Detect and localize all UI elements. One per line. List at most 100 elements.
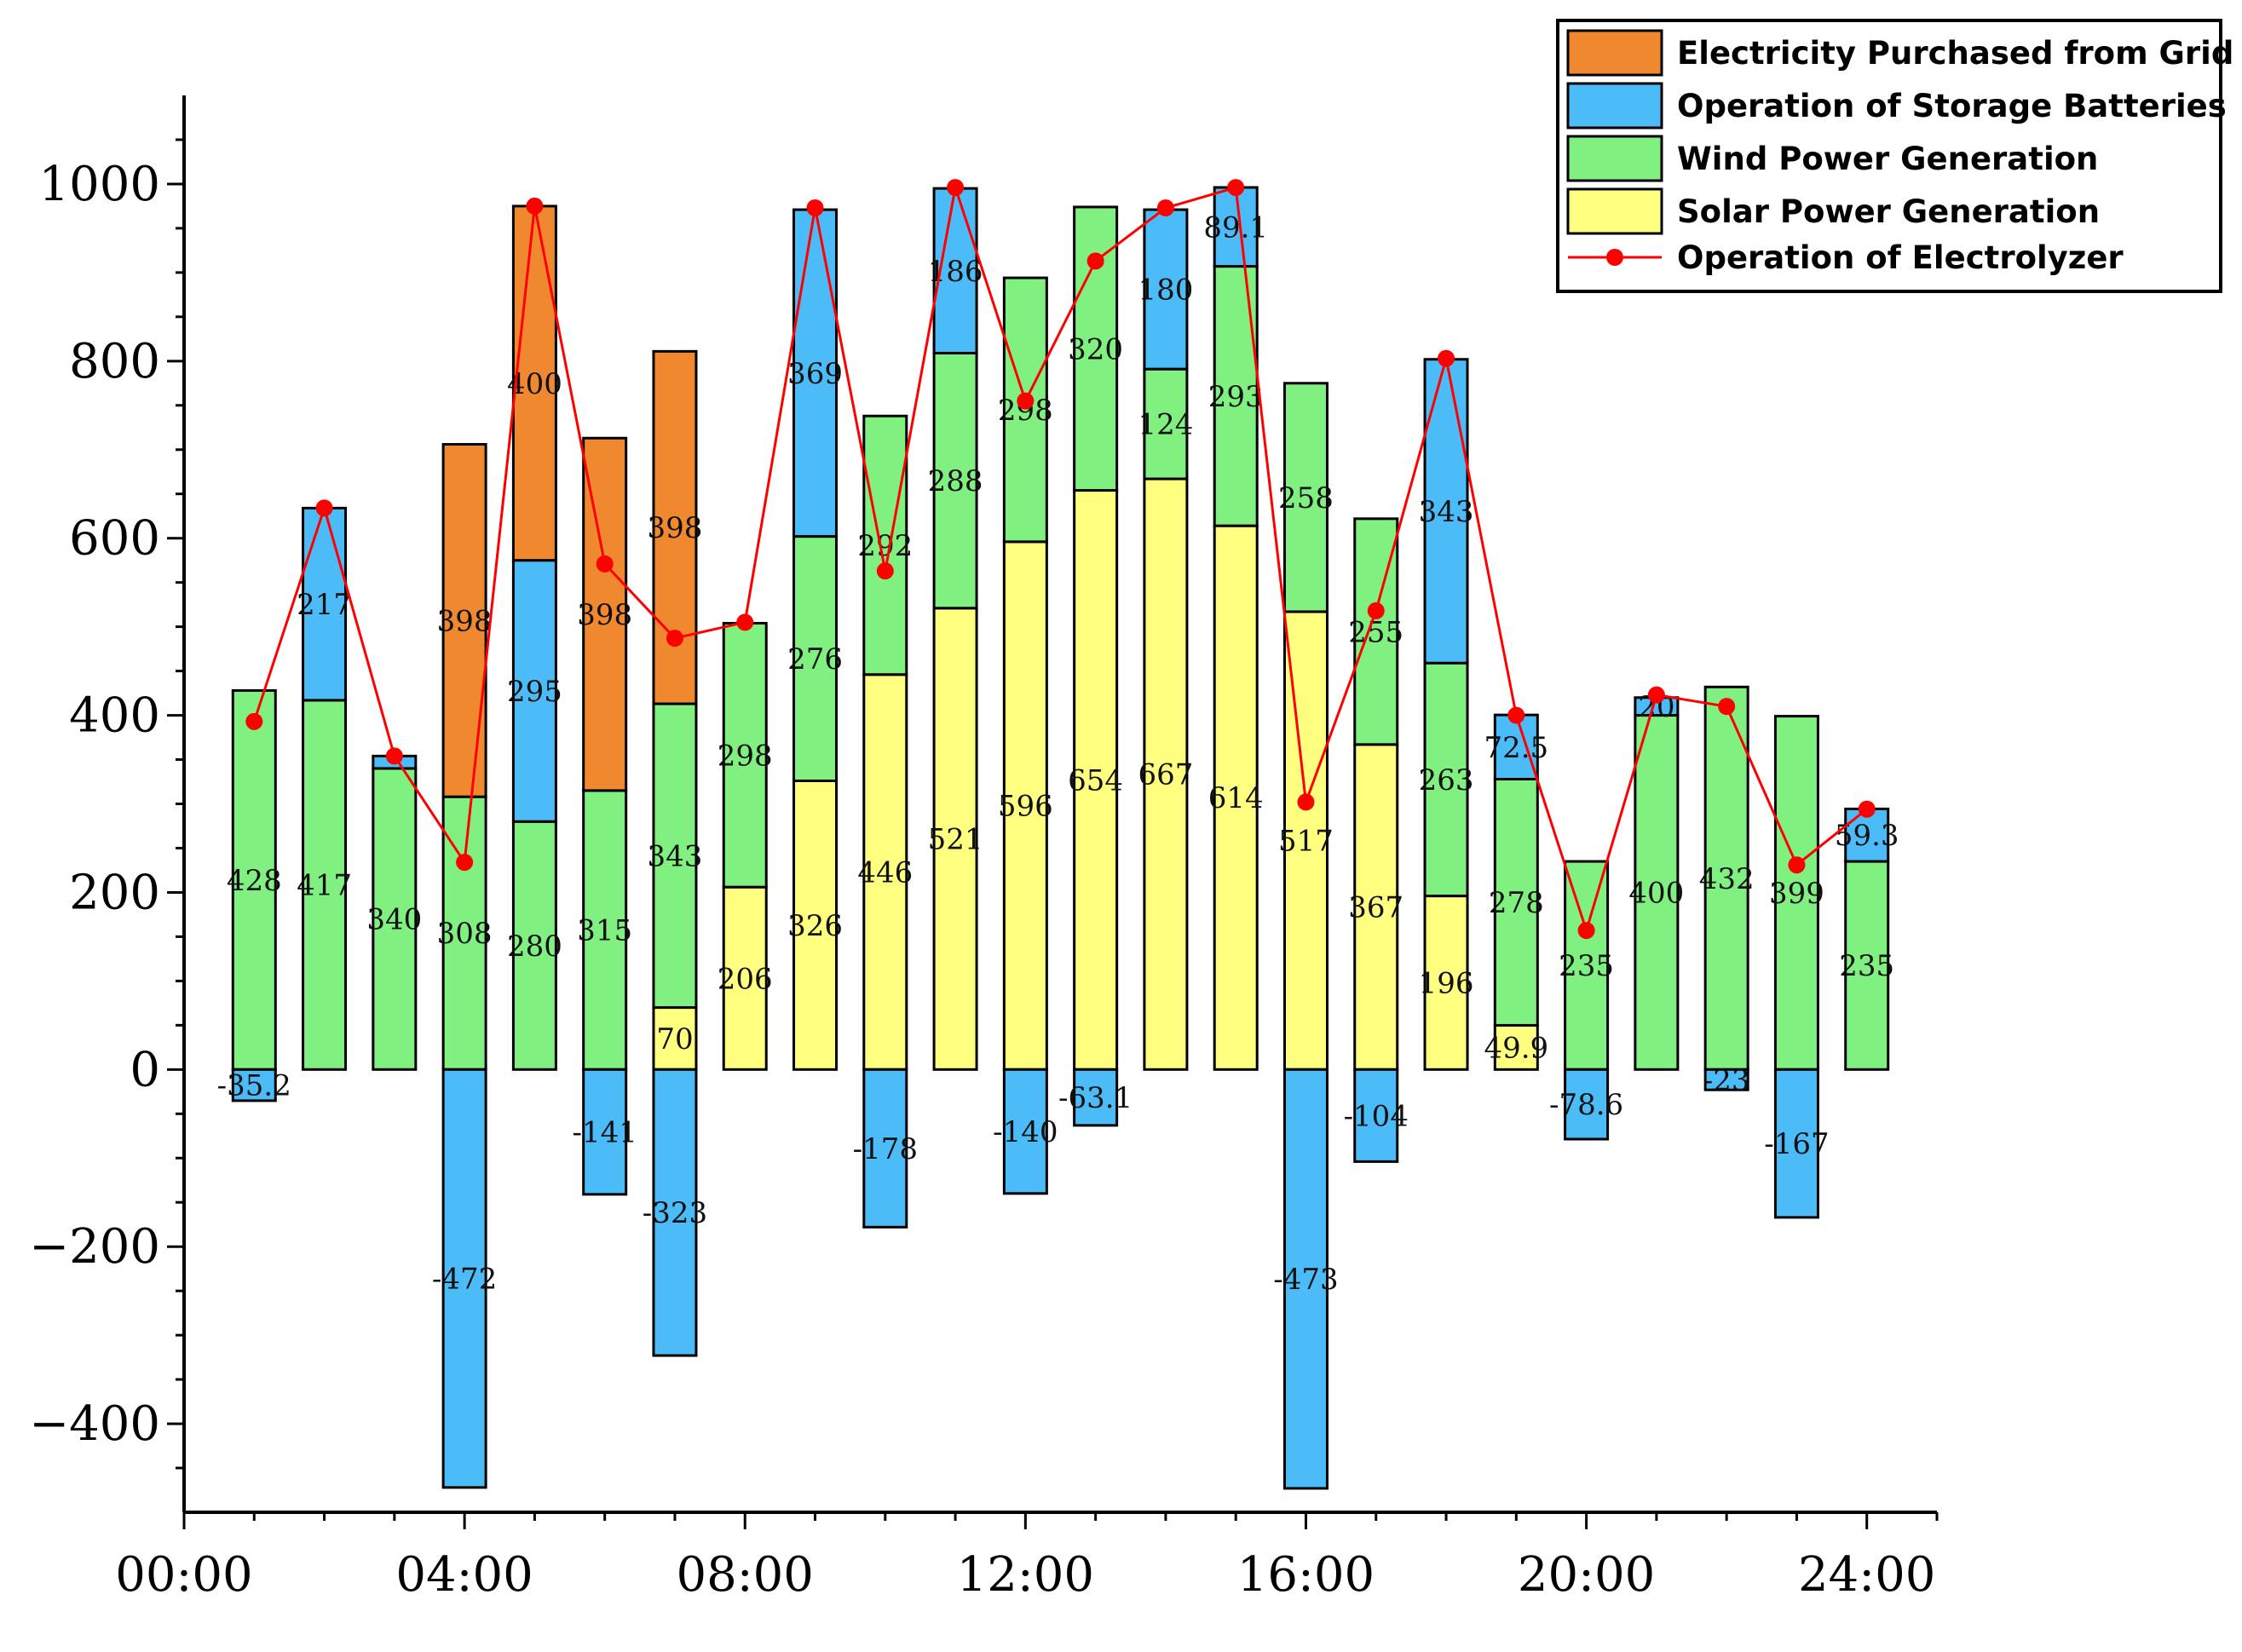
bar-wind-power-generation-14 <box>1143 367 1189 481</box>
data-label-operation-of-storage-batteries-14: 180 <box>1138 273 1193 308</box>
data-label-solar-power-generation-11: 521 <box>928 823 983 857</box>
bar-wind-power-generation-23 <box>1773 715 1819 1071</box>
data-label-wind-power-generation-2: 417 <box>297 869 352 903</box>
bar-wind-power-generation-11 <box>932 351 978 610</box>
legend-swatch-solar-power-generation <box>1566 187 1663 235</box>
bar-operation-of-storage-batteries-13 <box>1073 1068 1119 1127</box>
data-label-solar-power-generation-9: 326 <box>787 909 843 943</box>
data-label-wind-power-generation-4: 308 <box>437 917 493 951</box>
data-label-wind-power-generation-22: 432 <box>1699 862 1755 896</box>
data-label-operation-of-storage-batteries-12: -140 <box>993 1115 1058 1149</box>
electrolyzer-point-2 <box>315 499 333 517</box>
bar-wind-power-generation-21 <box>1634 714 1680 1071</box>
bar-operation-of-storage-batteries-16 <box>1282 1068 1328 1490</box>
electrolyzer-point-8 <box>736 613 754 631</box>
data-label-solar-power-generation-10: 446 <box>857 856 913 890</box>
data-label-wind-power-generation-16: 258 <box>1278 481 1334 515</box>
electrolyzer-point-5 <box>526 197 544 215</box>
legend-label-electricity-purchased-from-grid: Electricity Purchased from Grid <box>1677 35 2233 72</box>
axes: −400 −200 0 200 400 600 800 1000 00:00 04:00 08:00… <box>29 95 1939 1603</box>
bar-solar-power-generation-8 <box>722 885 768 1071</box>
data-label-operation-of-storage-batteries-24: 59.3 <box>1835 819 1899 853</box>
data-label-solar-power-generation-19: 49.9 <box>1484 1031 1548 1065</box>
data-label-wind-power-generation-21: 400 <box>1628 876 1684 910</box>
bar-wind-power-generation-6 <box>582 789 628 1071</box>
bar-operation-of-storage-batteries-19 <box>1493 713 1539 781</box>
bar-operation-of-storage-batteries-22 <box>1703 1068 1749 1091</box>
bar-wind-power-generation-17 <box>1353 517 1399 746</box>
legend-swatch-marker <box>1606 249 1623 266</box>
data-label-operation-of-storage-batteries-4: -472 <box>432 1263 497 1297</box>
data-label-electricity-purchased-from-grid-4: 398 <box>437 604 493 638</box>
electrolyzer-point-3 <box>385 747 403 765</box>
legend-box <box>1556 19 2222 293</box>
electrolyzer-point-22 <box>1718 698 1736 716</box>
legend: Electricity Purchased from Grid Operation… <box>1556 19 2233 293</box>
data-label-wind-power-generation-14: 124 <box>1138 408 1193 442</box>
bar-label-layer: 428 -35.2 417 217 340 308 -472 398 280 295 400 315 -… <box>217 210 1899 1297</box>
bar-wind-power-generation-9 <box>792 535 839 782</box>
bar-wind-power-generation-8 <box>722 621 768 889</box>
bar-solar-power-generation-15 <box>1213 524 1259 1071</box>
data-label-wind-power-generation-20: 235 <box>1559 949 1614 983</box>
x-tick-label: 16:00 <box>1237 1547 1375 1603</box>
bar-operation-of-storage-batteries-14 <box>1143 208 1189 371</box>
electrolyzer-point-23 <box>1788 856 1806 874</box>
y-tick-label: 200 <box>69 865 160 920</box>
x-tick-label: 20:00 <box>1518 1547 1655 1603</box>
legend-label-wind-power-generation: Wind Power Generation <box>1677 141 2098 177</box>
data-label-solar-power-generation-7: 70 <box>656 1022 693 1056</box>
data-label-operation-of-storage-batteries-19: 72.5 <box>1484 731 1548 765</box>
bar-layer <box>231 186 1890 1490</box>
data-label-solar-power-generation-13: 654 <box>1068 763 1123 797</box>
bar-wind-power-generation-1 <box>231 688 277 1071</box>
bar-wind-power-generation-22 <box>1703 685 1749 1071</box>
data-label-wind-power-generation-9: 276 <box>787 642 843 676</box>
bar-solar-power-generation-10 <box>862 673 908 1071</box>
electrolyzer-point-14 <box>1156 199 1174 217</box>
data-label-solar-power-generation-17: 367 <box>1348 891 1403 925</box>
electrolyzer-point-15 <box>1227 179 1245 197</box>
bar-operation-of-storage-batteries-4 <box>441 1068 487 1489</box>
bar-wind-power-generation-19 <box>1493 778 1539 1027</box>
data-label-operation-of-storage-batteries-1: -35.2 <box>217 1069 291 1103</box>
bar-wind-power-generation-20 <box>1564 860 1610 1071</box>
electrolyzer-point-9 <box>806 199 824 217</box>
data-label-operation-of-storage-batteries-9: 369 <box>787 357 843 391</box>
bar-operation-of-storage-batteries-10 <box>862 1068 908 1229</box>
x-tick-label: 08:00 <box>677 1547 814 1603</box>
bar-solar-power-generation-7 <box>652 1006 698 1071</box>
y-tick-label: 0 <box>130 1042 160 1097</box>
bar-solar-power-generation-18 <box>1423 895 1469 1071</box>
data-label-operation-of-storage-batteries-5: 295 <box>507 675 562 709</box>
electrolyzer-point-1 <box>245 712 263 730</box>
electrolyzer-point-18 <box>1438 349 1455 367</box>
legend-label-operation-of-storage-batteries: Operation of Storage Batteries <box>1677 88 2227 124</box>
x-tick-label: 24:00 <box>1798 1547 1935 1603</box>
bar-operation-of-storage-batteries-6 <box>582 1068 628 1196</box>
data-label-wind-power-generation-17: 255 <box>1348 615 1403 649</box>
electrolyzer-point-17 <box>1367 602 1385 619</box>
data-label-wind-power-generation-15: 293 <box>1208 380 1264 414</box>
data-label-operation-of-storage-batteries-18: 343 <box>1419 495 1474 529</box>
data-label-solar-power-generation-8: 206 <box>718 962 773 996</box>
data-label-wind-power-generation-7: 343 <box>648 839 703 873</box>
data-label-wind-power-generation-24: 235 <box>1839 949 1894 983</box>
x-tick-label: 12:00 <box>957 1547 1094 1603</box>
data-label-operation-of-storage-batteries-11: 186 <box>928 255 983 289</box>
data-label-operation-of-storage-batteries-6: -141 <box>572 1116 637 1150</box>
data-label-operation-of-storage-batteries-23: -167 <box>1764 1127 1829 1161</box>
y-tick-label: −200 <box>29 1219 160 1275</box>
data-label-operation-of-storage-batteries-10: -178 <box>853 1132 918 1166</box>
electrolyzer-point-24 <box>1858 800 1876 818</box>
electrolyzer-point-11 <box>947 179 965 197</box>
legend-swatch-operation-of-storage-batteries <box>1566 82 1663 130</box>
data-label-wind-power-generation-5: 280 <box>507 930 562 964</box>
data-label-operation-of-storage-batteries-16: -473 <box>1273 1263 1338 1297</box>
y-tick-label: 1000 <box>38 157 160 212</box>
bar-wind-power-generation-12 <box>1002 276 1048 544</box>
data-label-operation-of-storage-batteries-13: -63.1 <box>1058 1081 1133 1115</box>
bar-wind-power-generation-5 <box>511 820 557 1071</box>
data-label-wind-power-generation-3: 340 <box>366 903 422 937</box>
